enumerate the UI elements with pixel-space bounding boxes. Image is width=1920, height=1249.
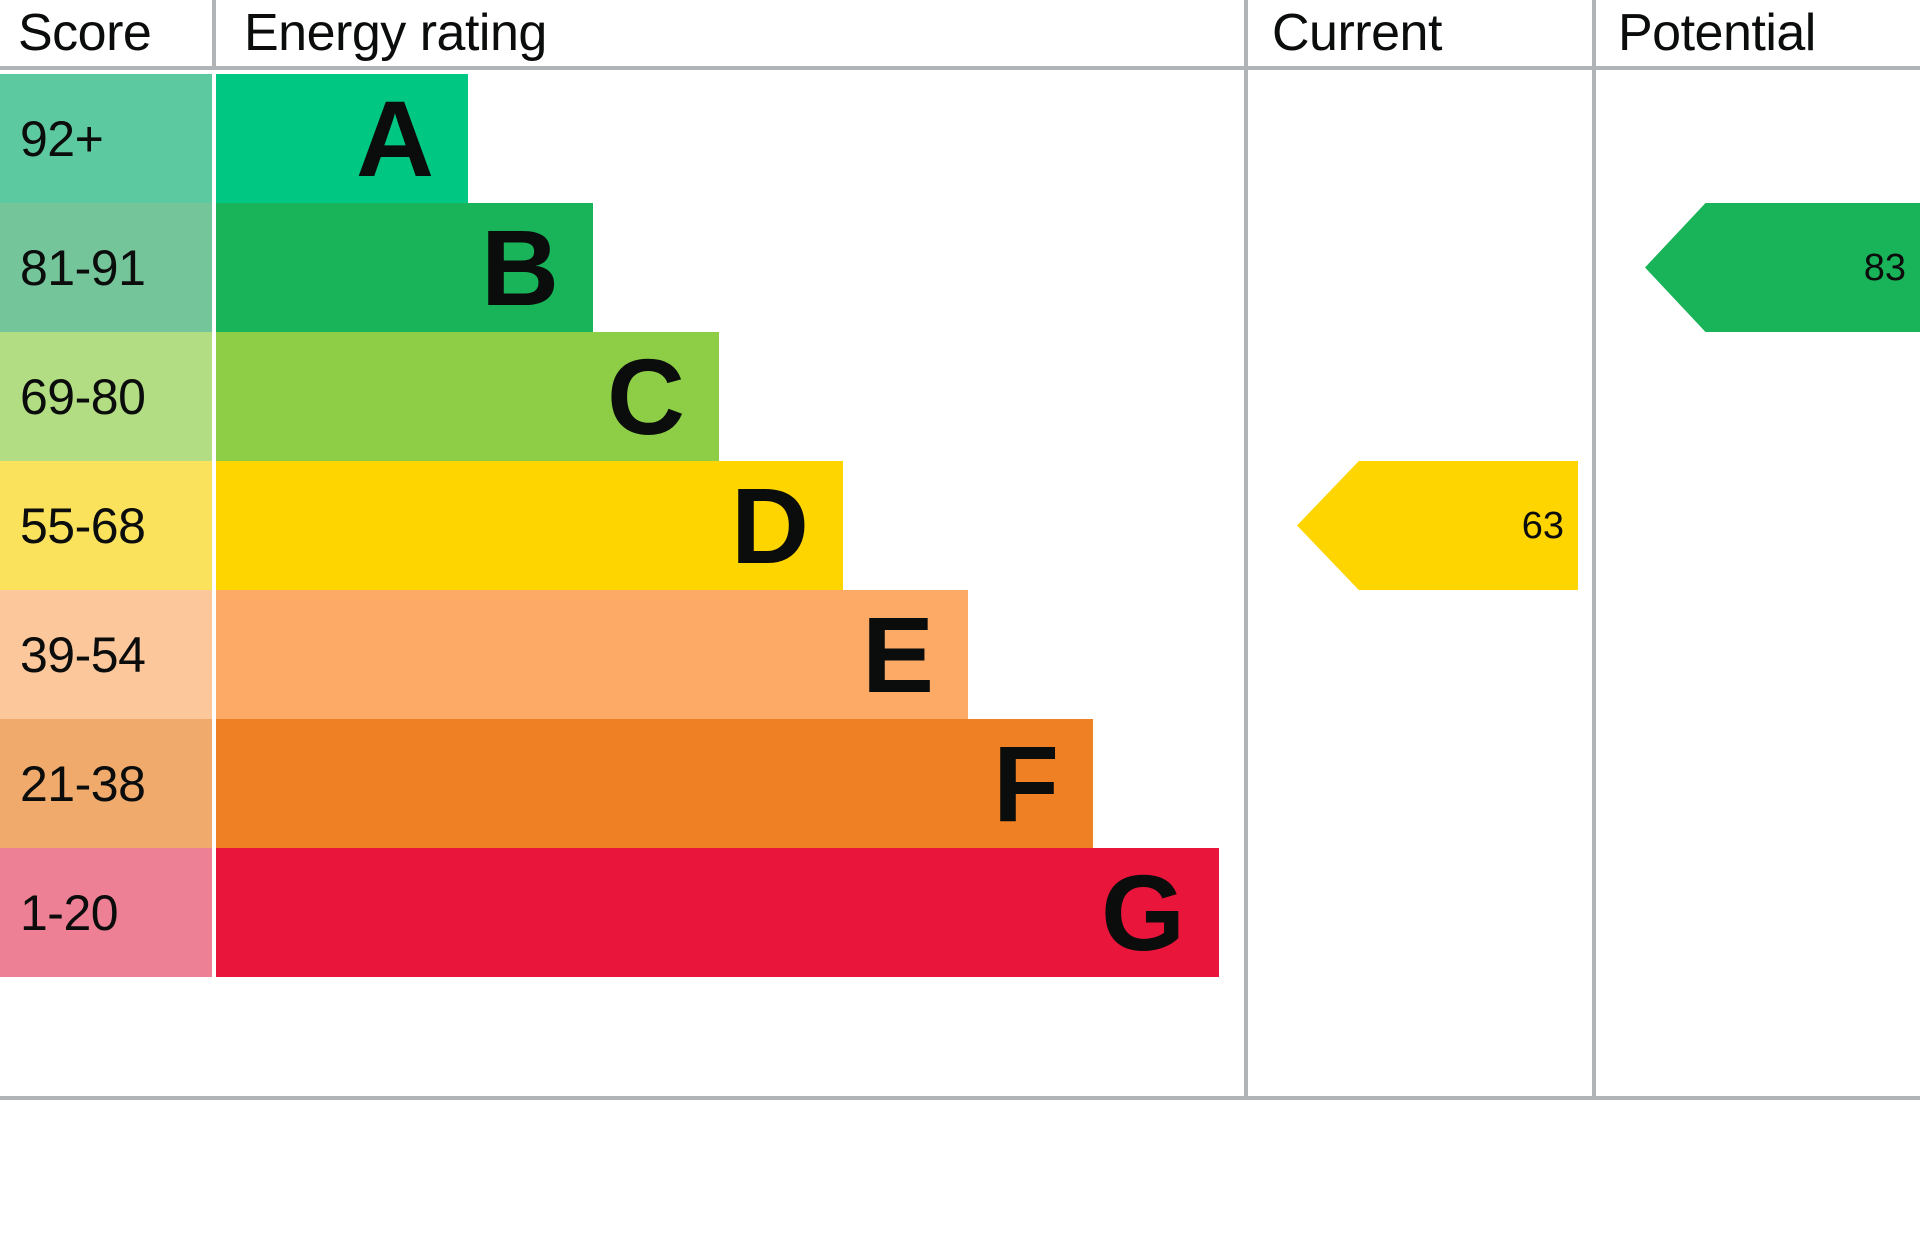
band-row: 39-54 E bbox=[0, 590, 1240, 719]
energy-rating-bar: A bbox=[216, 74, 468, 203]
band-letter: C bbox=[607, 335, 685, 457]
current-rating-value: 63 bbox=[1521, 504, 1564, 547]
score-range-cell: 69-80 bbox=[0, 332, 212, 461]
score-range-cell: 21-38 bbox=[0, 719, 212, 848]
band-row: 81-91 B bbox=[0, 203, 1240, 332]
band-row: 69-80 C bbox=[0, 332, 1240, 461]
energy-rating-bar: E bbox=[216, 590, 968, 719]
divider-potential-column bbox=[1592, 0, 1596, 1100]
band-letter: A bbox=[356, 77, 434, 199]
band-letter: F bbox=[993, 722, 1059, 844]
band-letter: D bbox=[731, 464, 809, 586]
band-row: 55-68 D bbox=[0, 461, 1240, 590]
band-letter: G bbox=[1100, 851, 1185, 973]
band-row: 92+ A bbox=[0, 74, 1240, 203]
band-row: 21-38 F bbox=[0, 719, 1240, 848]
potential-rating-value: 83 bbox=[1863, 246, 1906, 289]
current-rating-arrow: 63 bbox=[1297, 461, 1578, 590]
score-range-cell: 39-54 bbox=[0, 590, 212, 719]
energy-rating-bar: F bbox=[216, 719, 1093, 848]
header-energy-rating: Energy rating bbox=[244, 4, 547, 62]
chart-bottom-rule bbox=[0, 1096, 1920, 1100]
header-score: Score bbox=[18, 4, 152, 62]
band-letter: B bbox=[481, 206, 559, 328]
energy-rating-bar: B bbox=[216, 203, 593, 332]
band-row: 1-20 G bbox=[0, 848, 1240, 977]
header-potential: Potential bbox=[1618, 4, 1816, 62]
score-range-cell: 92+ bbox=[0, 74, 212, 203]
score-range-cell: 55-68 bbox=[0, 461, 212, 590]
score-range-cell: 1-20 bbox=[0, 848, 212, 977]
score-range-cell: 81-91 bbox=[0, 203, 212, 332]
chart-header-row: Score Energy rating Current Potential bbox=[0, 0, 1920, 70]
header-current: Current bbox=[1272, 4, 1442, 62]
band-letter: E bbox=[861, 593, 934, 715]
divider-current-column bbox=[1244, 0, 1248, 1100]
energy-rating-bar: C bbox=[216, 332, 719, 461]
divider-score-column bbox=[212, 0, 216, 70]
energy-rating-bar: D bbox=[216, 461, 843, 590]
potential-rating-arrow: 83 bbox=[1645, 203, 1920, 332]
energy-rating-bar: G bbox=[216, 848, 1219, 977]
